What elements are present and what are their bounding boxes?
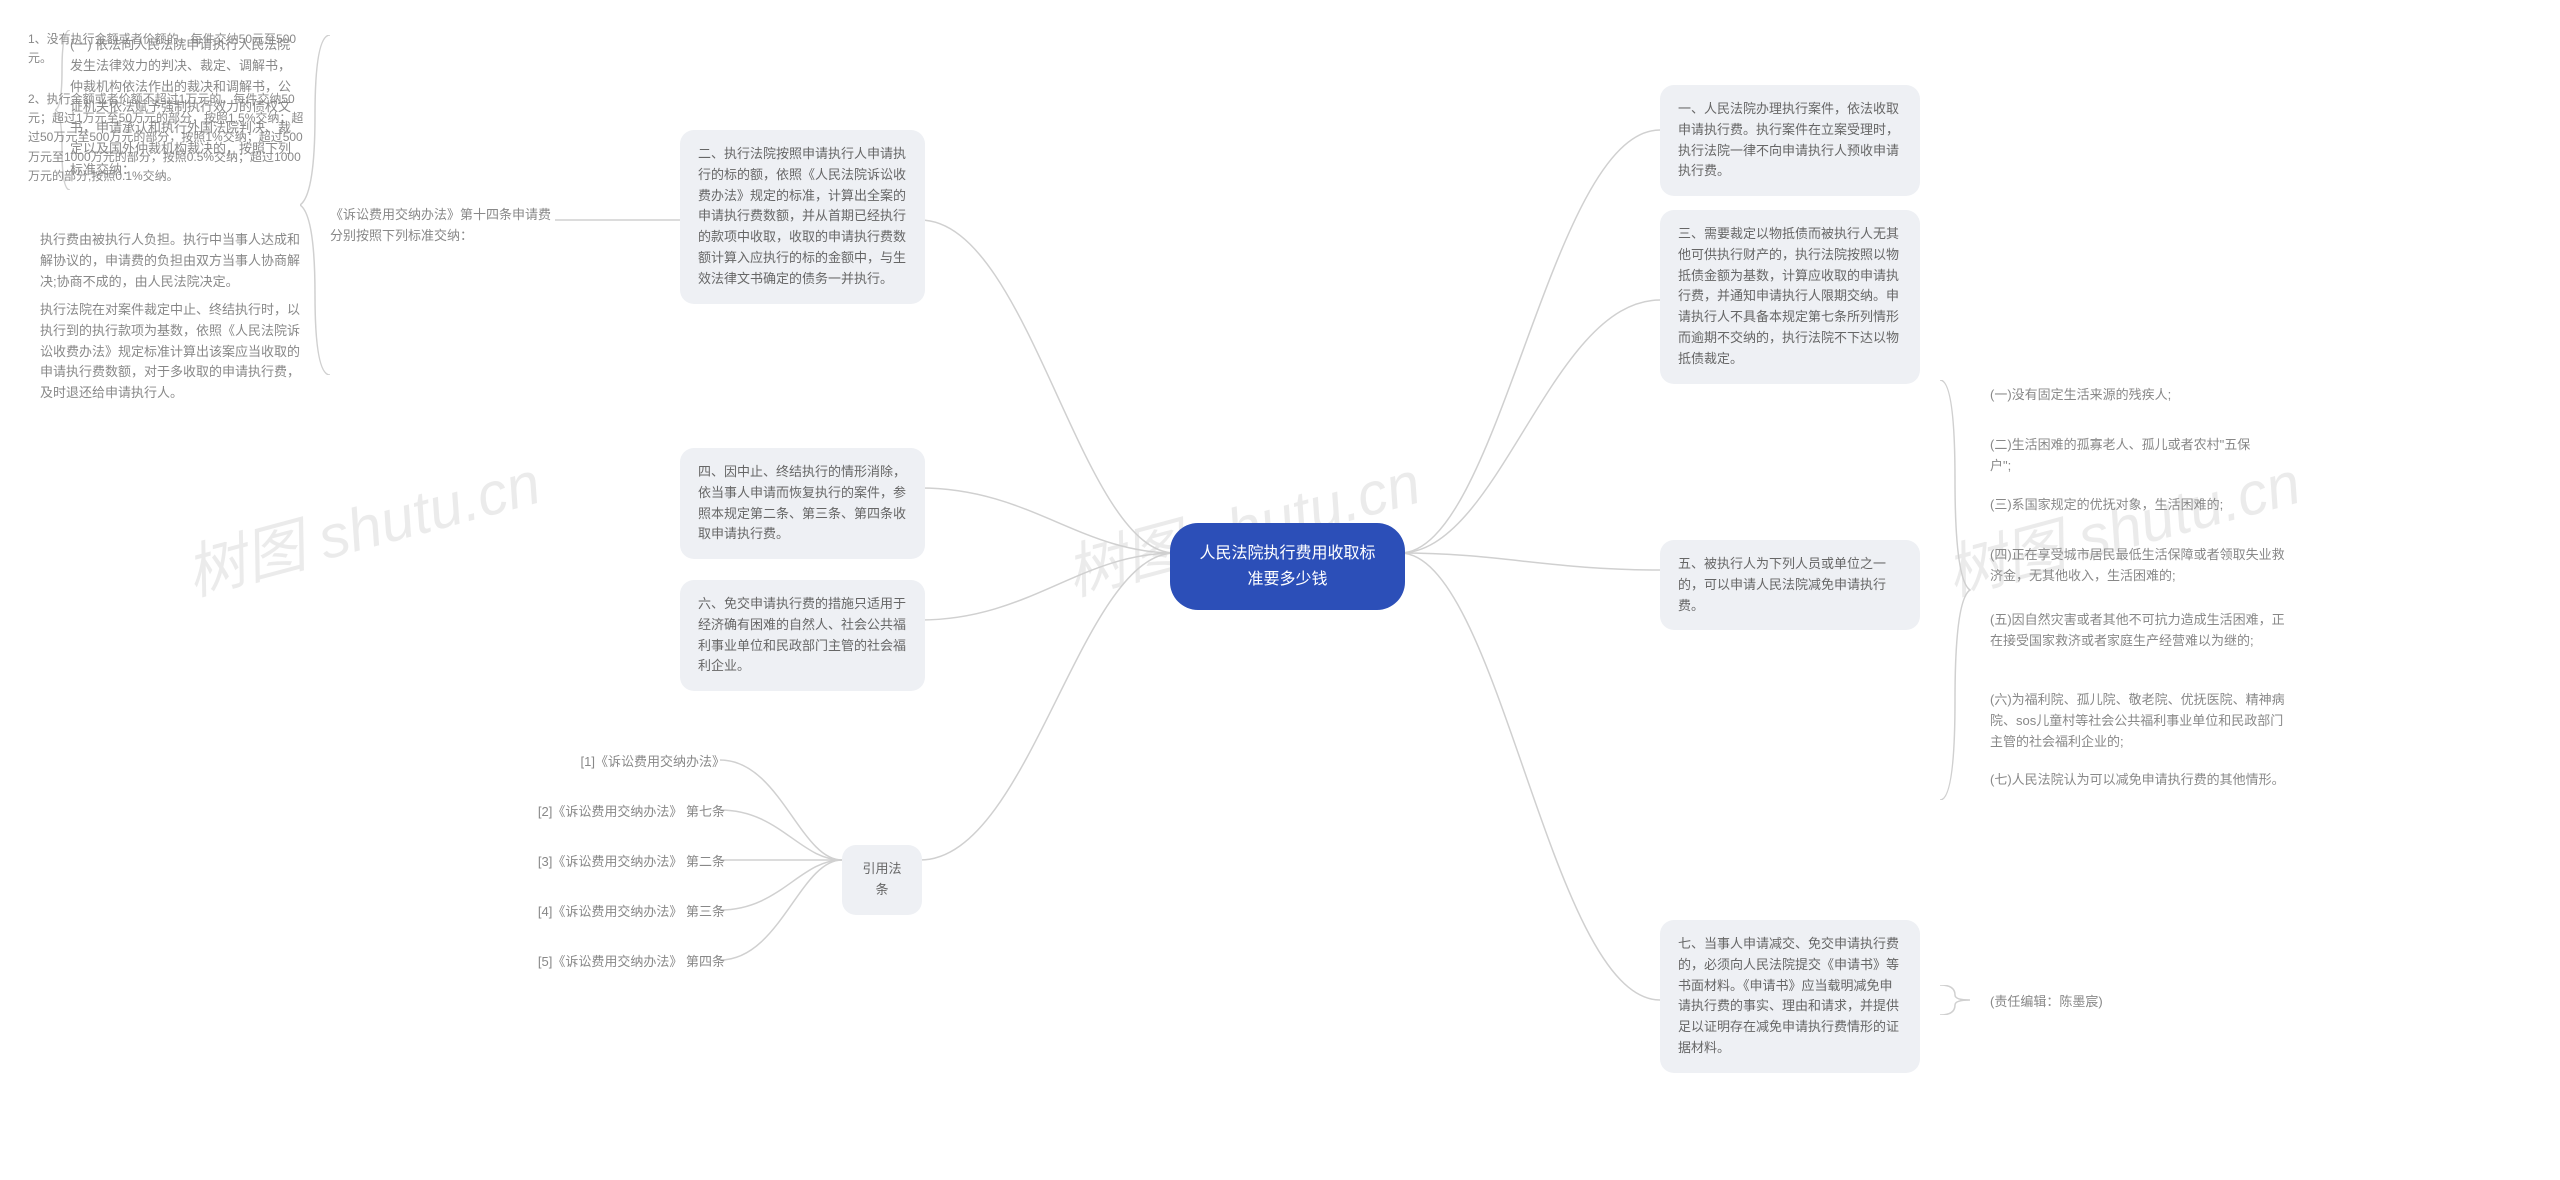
- branch-r2-text: 三、需要裁定以物抵债而被执行人无其他可供执行财产的，执行法院按照以物抵债金额为基…: [1678, 226, 1899, 366]
- branch-r4-text: 七、当事人申请减交、免交申请执行费的，必须向人民法院提交《申请书》等书面材料。《…: [1678, 936, 1899, 1055]
- center-topic: 人民法院执行费用收取标准要多少钱: [1170, 523, 1405, 610]
- branch-l1: 二、执行法院按照申请执行人申请执行的标的额，依照《人民法院诉讼收费办法》规定的标…: [680, 130, 925, 304]
- l1-subsub-0-text: 1、没有执行金额或者价额的，每件交纳50元至500元。: [28, 32, 296, 65]
- brace-r3: [1935, 380, 1975, 800]
- branch-l3: 六、免交申请执行费的措施只适用于经济确有困难的自然人、社会公共福利事业单位和民政…: [680, 580, 925, 691]
- branch-r1: 一、人民法院办理执行案件，依法收取申请执行费。执行案件在立案受理时，执行法院一律…: [1660, 85, 1920, 196]
- branch-r1-text: 一、人民法院办理执行案件，依法收取申请执行费。执行案件在立案受理时，执行法院一律…: [1678, 101, 1899, 178]
- r3-child-0: (一)没有固定生活来源的残疾人;: [1990, 385, 2270, 406]
- l1-sub-child-1: 执行费由被执行人负担。执行中当事人达成和解协议的，申请费的负担由双方当事人协商解…: [40, 230, 300, 292]
- r3-child-4: (五)因自然灾害或者其他不可抗力造成生活困难，正在接受国家救济或者家庭生产经营难…: [1990, 610, 2290, 652]
- watermark: 树图 shutu.cn: [175, 434, 549, 612]
- branch-r3-text: 五、被执行人为下列人员或单位之一的，可以申请人民法院减免申请执行费。: [1678, 556, 1886, 613]
- r3-child-1: (二)生活困难的孤寡老人、孤儿或者农村"五保户";: [1990, 435, 2270, 477]
- l4-child-2: [3]《诉讼费用交纳办法》 第二条: [505, 852, 725, 873]
- l1-sub-child-2: 执行法院在对案件裁定中止、终结执行时，以执行到的执行款项为基数，依照《人民法院诉…: [40, 300, 300, 404]
- l4-child-3: [4]《诉讼费用交纳办法》 第三条: [505, 902, 725, 923]
- l1-subsub-1: 2、执行金额或者价额不超过1万元的，每件交纳50元；超过1万元至50万元的部分，…: [28, 90, 308, 186]
- r3-child-2: (三)系国家规定的优抚对象，生活困难的;: [1990, 495, 2270, 516]
- branch-r4: 七、当事人申请减交、免交申请执行费的，必须向人民法院提交《申请书》等书面材料。《…: [1660, 920, 1920, 1073]
- branch-l4-text: 引用法条: [862, 861, 901, 897]
- center-title: 人民法院执行费用收取标准要多少钱: [1199, 545, 1375, 588]
- branch-l3-text: 六、免交申请执行费的措施只适用于经济确有困难的自然人、社会公共福利事业单位和民政…: [698, 596, 906, 673]
- l4-child-4: [5]《诉讼费用交纳办法》 第四条: [505, 952, 725, 973]
- r4-child-0: (责任编辑：陈墨宸): [1990, 992, 2190, 1013]
- branch-l1-text: 二、执行法院按照申请执行人申请执行的标的额，依照《人民法院诉讼收费办法》规定的标…: [698, 146, 906, 286]
- branch-r3: 五、被执行人为下列人员或单位之一的，可以申请人民法院减免申请执行费。: [1660, 540, 1920, 630]
- r3-child-3: (四)正在享受城市居民最低生活保障或者领取失业救济金，无其他收入，生活困难的;: [1990, 545, 2290, 587]
- l1-subsub-1-text: 2、执行金额或者价额不超过1万元的，每件交纳50元；超过1万元至50万元的部分，…: [28, 92, 303, 183]
- brace-r4: [1935, 985, 1975, 1015]
- branch-r2: 三、需要裁定以物抵债而被执行人无其他可供执行财产的，执行法院按照以物抵债金额为基…: [1660, 210, 1920, 384]
- branch-l2-text: 四、因中止、终结执行的情形消除，依当事人申请而恢复执行的案件，参照本规定第二条、…: [698, 464, 906, 541]
- r3-child-6: (七)人民法院认为可以减免申请执行费的其他情形。: [1990, 770, 2290, 791]
- l4-child-1: [2]《诉讼费用交纳办法》 第七条: [505, 802, 725, 823]
- branch-l4: 引用法条: [842, 845, 922, 915]
- branch-l2: 四、因中止、终结执行的情形消除，依当事人申请而恢复执行的案件，参照本规定第二条、…: [680, 448, 925, 559]
- r3-child-5: (六)为福利院、孤儿院、敬老院、优抚医院、精神病院、sos儿童村等社会公共福利事…: [1990, 690, 2290, 752]
- l4-child-0: [1]《诉讼费用交纳办法》: [545, 752, 725, 773]
- l1-subsub-0: 1、没有执行金额或者价额的，每件交纳50元至500元。: [28, 30, 298, 68]
- l1-sub: 《诉讼费用交纳办法》第十四条申请费分别按照下列标准交纳：: [330, 205, 555, 247]
